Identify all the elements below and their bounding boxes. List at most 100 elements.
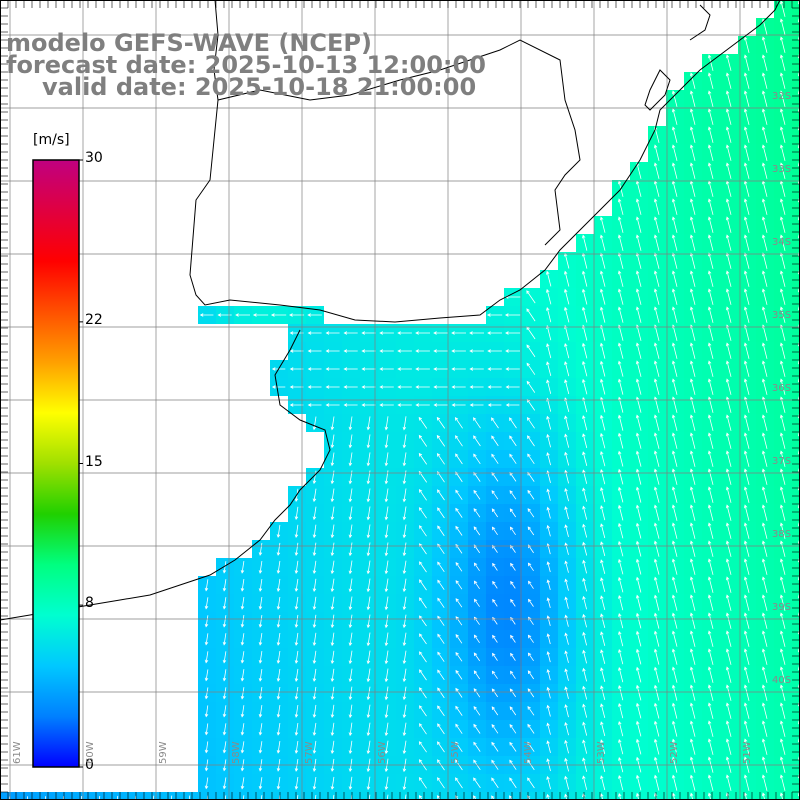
wind-arrow xyxy=(707,468,714,485)
wind-arrow xyxy=(437,579,445,590)
wind-arrow xyxy=(600,595,606,611)
wind-arrow xyxy=(98,795,101,800)
wind-arrow xyxy=(582,631,587,646)
wind-arrow xyxy=(689,108,696,125)
wind-arrow xyxy=(600,451,606,467)
wind-arrow xyxy=(761,576,768,593)
wind-arrow xyxy=(348,632,353,647)
wind-arrow xyxy=(415,331,430,335)
wind-arrow xyxy=(455,723,463,734)
wind-arrow xyxy=(348,776,353,791)
wind-arrow xyxy=(204,597,209,610)
wind-arrow xyxy=(618,774,624,791)
wind-arrow xyxy=(707,648,714,665)
wind-arrow xyxy=(564,306,570,323)
wind-arrow xyxy=(492,598,498,607)
wind-arrow xyxy=(505,367,520,371)
wind-arrow xyxy=(599,342,606,359)
wind-arrow xyxy=(436,453,445,465)
wind-arrow xyxy=(761,684,768,701)
wind-arrow xyxy=(527,526,535,536)
wind-arrow xyxy=(204,579,209,592)
wind-cell xyxy=(234,792,252,800)
wind-arrow xyxy=(743,558,750,575)
wind-arrow xyxy=(437,705,445,717)
wind-arrow xyxy=(725,540,732,557)
wind-arrow xyxy=(581,288,588,305)
wind-arrow xyxy=(761,234,768,251)
wind-arrow xyxy=(415,367,430,371)
wind-arrow xyxy=(618,630,624,647)
wind-arrow xyxy=(294,632,299,646)
wind-arrow xyxy=(671,540,678,557)
colorbar-unit: [m/s] xyxy=(33,132,70,148)
wind-arrow xyxy=(564,775,570,790)
wind-arrow xyxy=(671,198,678,215)
longitude-label: 53W xyxy=(596,741,607,764)
wind-arrow xyxy=(671,126,678,143)
wind-arrow xyxy=(653,342,660,359)
wind-cell xyxy=(738,792,756,800)
wind-arrow xyxy=(527,562,534,572)
wind-arrow xyxy=(743,612,750,629)
wind-arrow xyxy=(779,306,786,323)
wind-arrow xyxy=(779,468,786,485)
wind-arrow xyxy=(222,615,227,628)
wind-arrow xyxy=(402,560,407,575)
wind-arrow xyxy=(204,615,209,628)
wind-arrow xyxy=(487,367,502,371)
wind-arrow xyxy=(707,558,714,575)
wind-arrow xyxy=(725,684,732,701)
wind-arrow xyxy=(276,686,281,700)
wind-arrow xyxy=(582,739,588,754)
wind-arrow xyxy=(761,162,768,179)
wind-arrow xyxy=(653,306,660,323)
wind-arrow xyxy=(437,651,445,662)
wind-cell xyxy=(792,288,800,306)
wind-arrow xyxy=(707,522,714,539)
wind-arrow xyxy=(527,688,535,698)
wind-arrow xyxy=(618,576,624,593)
wind-arrow xyxy=(635,576,642,593)
wind-arrow xyxy=(240,633,245,646)
wind-arrow xyxy=(397,349,412,353)
wind-cell xyxy=(252,792,270,800)
wind-arrow xyxy=(294,776,299,790)
wind-arrow xyxy=(564,704,569,718)
wind-arrow xyxy=(725,648,732,665)
wind-arrow xyxy=(617,306,624,323)
wind-arrow xyxy=(743,378,750,395)
wind-arrow xyxy=(743,486,750,503)
wind-arrow xyxy=(671,90,678,107)
wind-cell xyxy=(792,342,800,360)
wind-arrow xyxy=(330,686,335,701)
wind-arrow xyxy=(491,526,498,536)
wind-arrow xyxy=(743,36,750,53)
wind-arrow xyxy=(204,705,209,718)
wind-arrow xyxy=(397,331,412,335)
wind-arrow xyxy=(599,234,606,251)
wind-arrow xyxy=(222,651,227,664)
wind-arrow xyxy=(743,684,750,701)
wind-arrow xyxy=(469,331,484,335)
wind-arrow xyxy=(433,331,448,335)
wind-arrow xyxy=(307,349,322,353)
wind-arrow xyxy=(761,198,768,215)
wind-cell xyxy=(792,504,800,522)
wind-arrow xyxy=(505,331,521,335)
wind-arrow xyxy=(600,775,606,791)
wind-arrow xyxy=(689,288,696,305)
wind-arrow xyxy=(307,313,322,317)
wind-arrow xyxy=(384,686,389,701)
wind-arrow xyxy=(397,367,412,371)
wind-cell xyxy=(792,180,800,198)
wind-arrow xyxy=(348,650,353,665)
wind-arrow xyxy=(653,144,660,161)
wind-arrow xyxy=(707,90,714,107)
wind-arrow xyxy=(761,306,768,323)
wind-arrow xyxy=(779,666,786,683)
wind-arrow xyxy=(689,504,696,521)
wind-arrow xyxy=(510,652,516,661)
wind-arrow xyxy=(289,349,304,353)
wind-arrow xyxy=(419,633,427,645)
